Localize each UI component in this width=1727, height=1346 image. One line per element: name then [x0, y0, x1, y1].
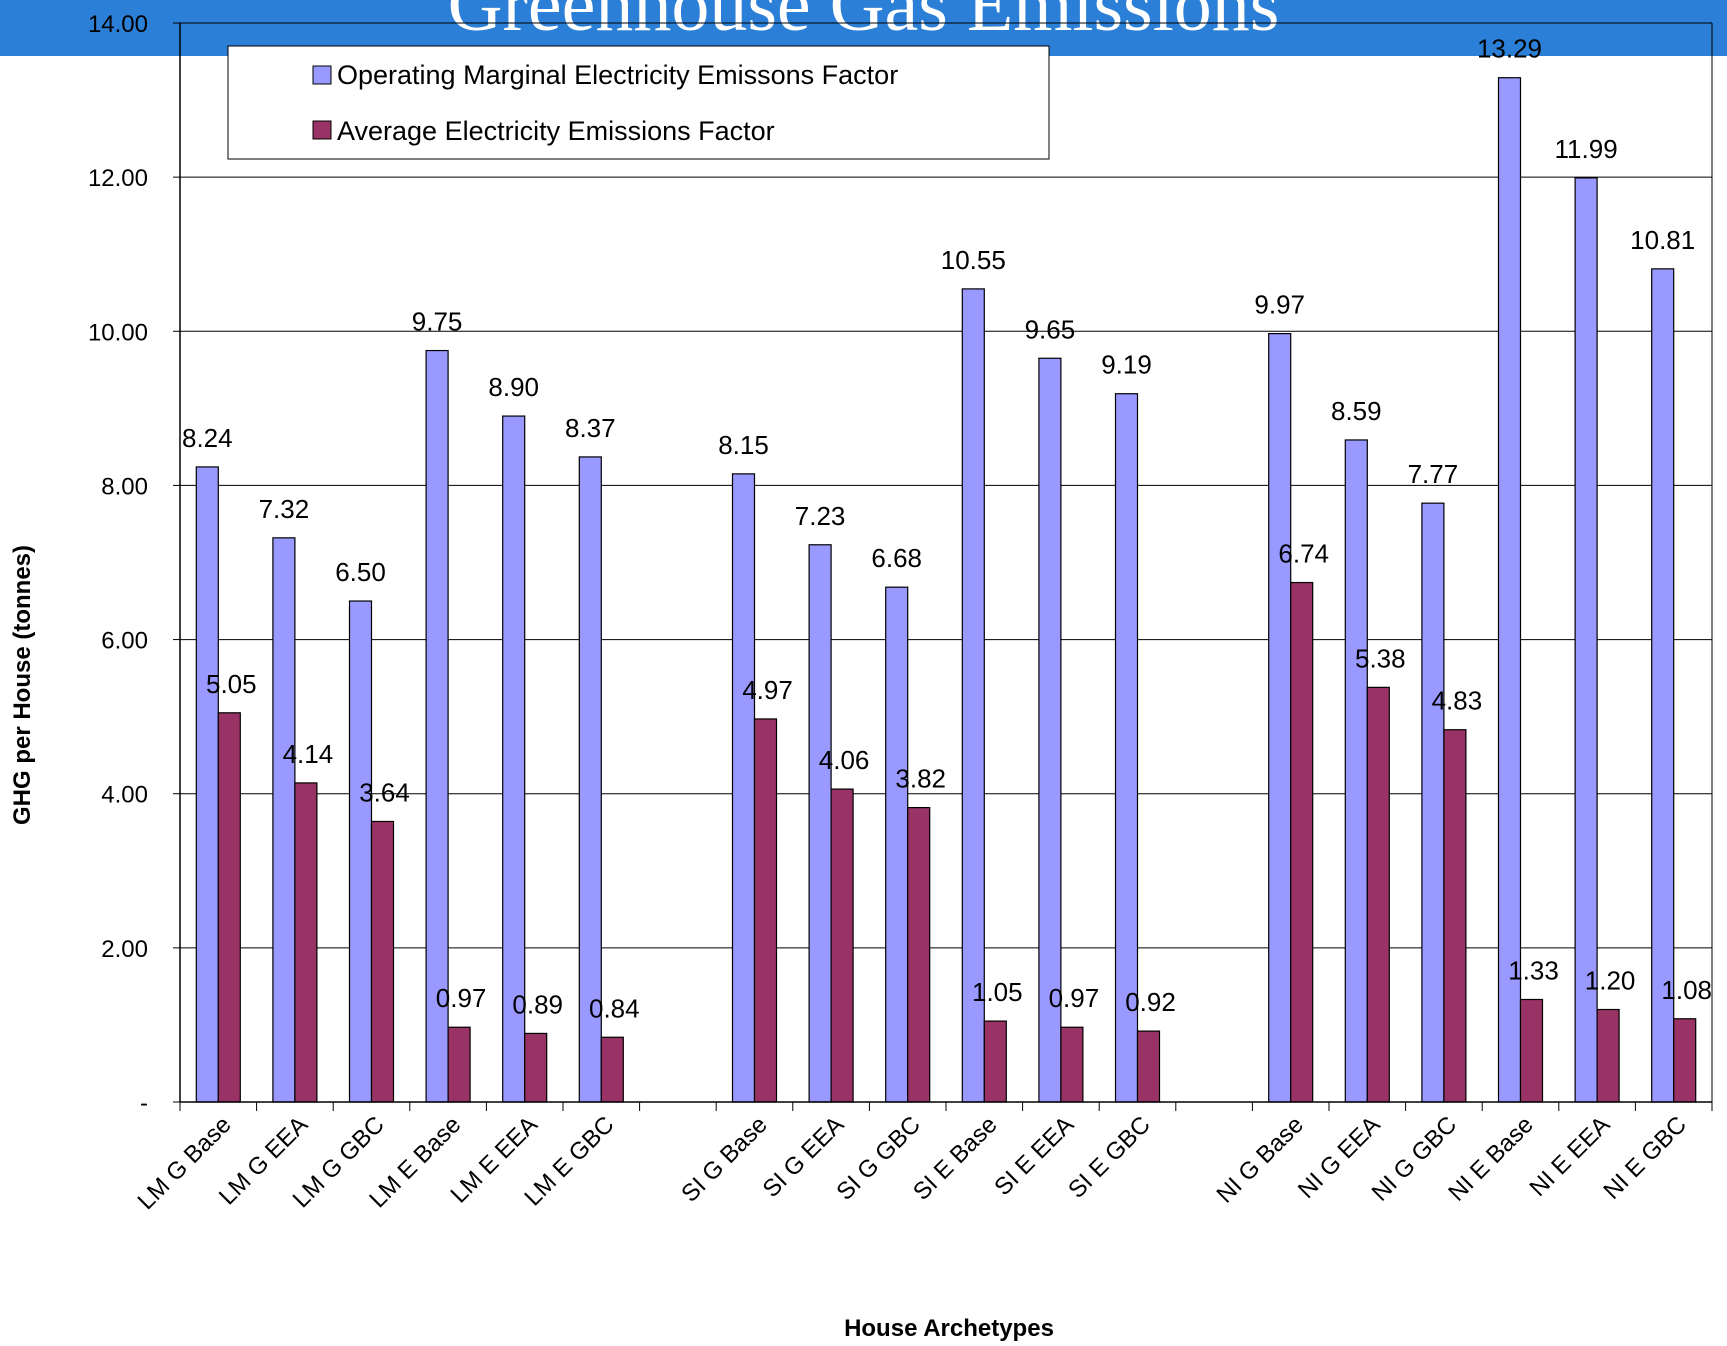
data-label-average: 0.97 [436, 983, 487, 1013]
data-label-average: 6.74 [1278, 539, 1329, 569]
bar-average [370, 820, 395, 1103]
bar-average [1136, 1030, 1161, 1103]
y-tick-label: - [140, 1090, 148, 1117]
x-tick-label: SI E Base [908, 1111, 1003, 1206]
x-tick-label: NI G Base [1212, 1111, 1309, 1208]
data-label-operating-marginal: 9.19 [1101, 350, 1152, 380]
data-label-operating-marginal: 11.99 [1555, 134, 1618, 164]
data-label-average: 0.92 [1125, 987, 1176, 1017]
data-label-average: 4.97 [742, 675, 793, 705]
data-label-average: 0.97 [1049, 983, 1100, 1013]
data-label-average: 4.83 [1432, 686, 1483, 716]
bar-operating-marginal [885, 586, 909, 1103]
data-label-operating-marginal: 13.29 [1477, 34, 1542, 64]
bars [195, 77, 1697, 1103]
data-label-average: 0.89 [512, 989, 563, 1019]
data-label-operating-marginal: 7.32 [259, 494, 310, 524]
bar-average [1596, 1008, 1620, 1103]
data-label-operating-marginal: 6.68 [871, 543, 922, 573]
data-label-operating-marginal: 8.59 [1331, 396, 1382, 426]
legend-label-average: Average Electricity Emissions Factor [337, 116, 775, 146]
data-label-operating-marginal: 8.37 [565, 413, 616, 443]
y-tick-label: 6.00 [101, 628, 148, 655]
bar-average [1673, 1018, 1697, 1103]
bar-average [294, 782, 318, 1103]
y-tick-label: 2.00 [101, 936, 148, 963]
legend-box [227, 45, 1050, 160]
bar-average [1290, 581, 1314, 1103]
bar-operating-marginal [1497, 77, 1522, 1103]
gridlines [180, 22, 1712, 949]
bar-average [983, 1020, 1007, 1103]
bar-operating-marginal [272, 537, 296, 1103]
data-label-operating-marginal: 9.65 [1025, 314, 1076, 344]
y-tick-label: 8.00 [101, 473, 148, 500]
bar-average [830, 788, 854, 1103]
bar-operating-marginal [808, 544, 832, 1103]
data-label-operating-marginal: 9.97 [1254, 290, 1305, 320]
data-label-average: 1.05 [972, 977, 1023, 1007]
y-tick-label: 12.00 [88, 165, 148, 192]
data-label-operating-marginal: 10.55 [941, 245, 1006, 275]
data-label-average: 1.20 [1585, 966, 1636, 996]
bar-operating-marginal [195, 466, 219, 1103]
x-tick-label: NI E Base [1443, 1111, 1538, 1206]
data-label-operating-marginal: 9.75 [412, 307, 463, 337]
bar-average [447, 1026, 471, 1103]
data-label-operating-marginal: 8.15 [718, 430, 769, 460]
legend-label-operating-marginal: Operating Marginal Electricity Emissons … [337, 60, 898, 90]
y-axis-title: GHG per House (tonnes) [9, 545, 36, 825]
bar-average [600, 1036, 624, 1103]
bar-average [753, 718, 778, 1103]
bar-operating-marginal [1574, 177, 1598, 1103]
x-tick-label: SI G Base [676, 1111, 772, 1207]
data-label-average: 5.05 [206, 669, 257, 699]
y-tick-label: 10.00 [88, 319, 148, 346]
data-label-average: 3.64 [359, 777, 410, 807]
bar-operating-marginal [1421, 502, 1445, 1103]
bar-average [1366, 686, 1390, 1103]
bar-average [217, 712, 241, 1103]
y-tick-label: 4.00 [101, 782, 148, 809]
data-label-operating-marginal: 6.50 [335, 557, 386, 587]
data-label-operating-marginal: 7.23 [795, 501, 846, 531]
data-label-average: 3.82 [895, 764, 946, 794]
x-tick-label: NI E GBC [1598, 1111, 1692, 1205]
bar-average [1443, 729, 1467, 1103]
legend-swatch-average [312, 120, 332, 140]
data-label-operating-marginal: 7.77 [1408, 459, 1459, 489]
data-label-average: 1.33 [1508, 955, 1559, 985]
bar-average [524, 1032, 548, 1103]
data-label-average: 5.38 [1355, 643, 1406, 673]
y-tick-label: 14.00 [88, 11, 148, 38]
legend-swatch-operating-marginal [312, 65, 332, 85]
data-labels: 8.24 5.05 7.32 4.14 6.50 3.64 9.75 0.97 8.90 0.89… [182, 34, 1712, 1024]
bar-operating-marginal [731, 473, 756, 1103]
data-label-operating-marginal: 8.24 [182, 423, 233, 453]
x-axis-title: House Archetypes [844, 1315, 1054, 1342]
bar-average [1519, 998, 1544, 1103]
bar-operating-marginal [1268, 332, 1292, 1103]
legend: Operating Marginal Electricity Emissons … [227, 45, 1050, 160]
data-label-operating-marginal: 8.90 [488, 372, 539, 402]
bar-operating-marginal [348, 600, 373, 1103]
data-label-average: 0.84 [589, 993, 640, 1023]
data-label-average: 1.08 [1661, 975, 1712, 1005]
data-label-average: 4.06 [819, 745, 870, 775]
data-label-average: 4.14 [283, 739, 334, 769]
x-tick-label: SI E GBC [1063, 1111, 1156, 1204]
bar-average [907, 806, 931, 1103]
bar-operating-marginal [1344, 439, 1368, 1103]
bar-average [1060, 1026, 1084, 1103]
data-label-operating-marginal: 10.81 [1630, 225, 1695, 255]
